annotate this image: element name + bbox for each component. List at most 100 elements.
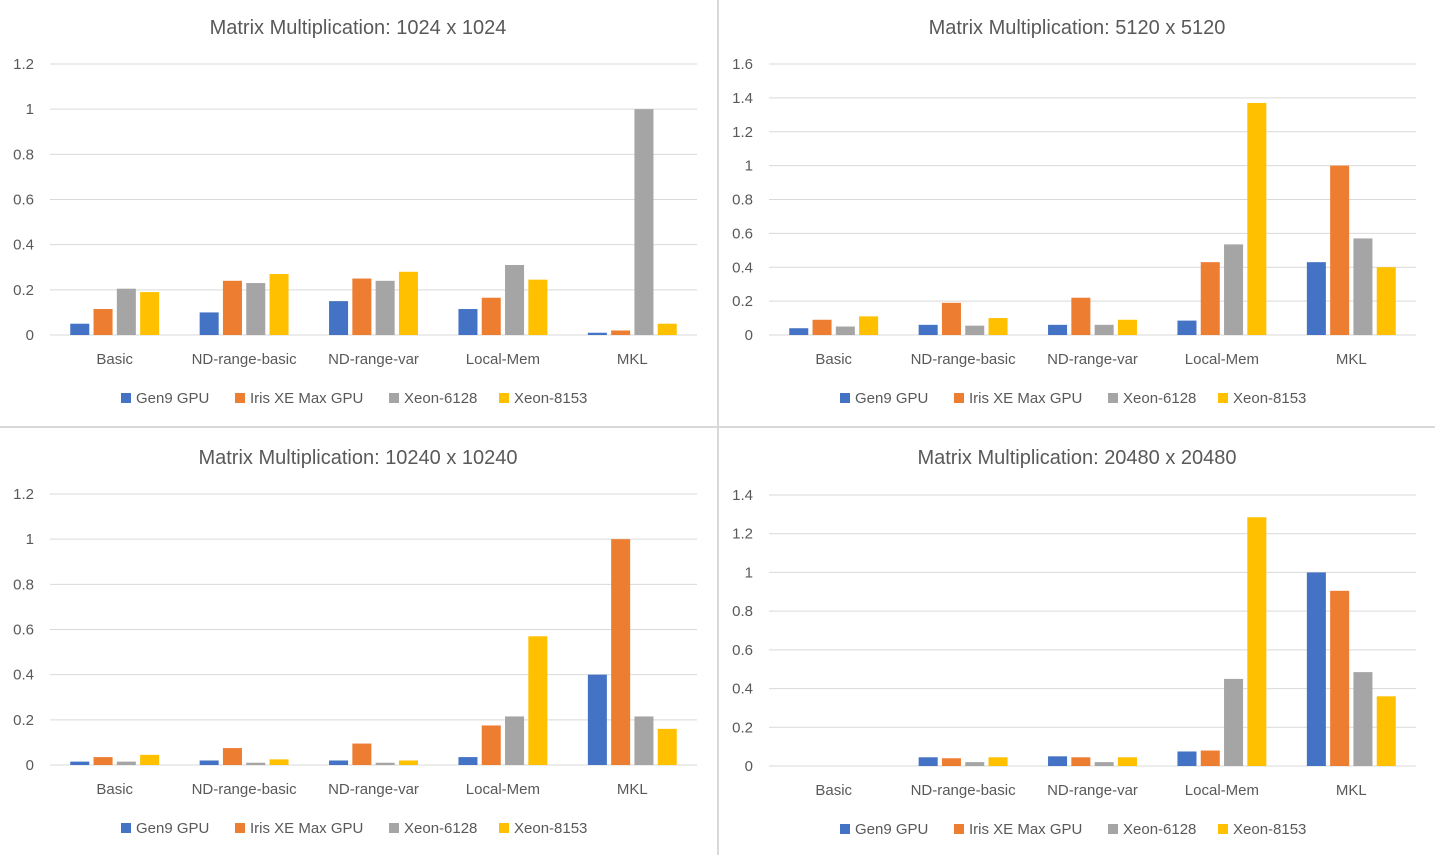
bar xyxy=(1048,324,1068,335)
bar xyxy=(1071,297,1091,335)
chart-panel-20480: Matrix Multiplication: 20480 x 20480 0 0.… xyxy=(719,428,1435,854)
bar xyxy=(199,312,219,335)
bar xyxy=(941,758,961,766)
bar xyxy=(789,328,809,335)
bar xyxy=(93,757,113,765)
bar xyxy=(458,757,478,765)
legend-swatch xyxy=(121,393,131,403)
bar xyxy=(199,760,219,765)
bar xyxy=(222,280,242,335)
bar xyxy=(1247,102,1267,335)
bar xyxy=(116,761,136,765)
y-tick-label: 0 xyxy=(26,327,34,344)
chart-svg: Matrix Multiplication: 20480 x 20480 0 0.… xyxy=(732,447,1416,838)
chart-panel-5120: Matrix Multiplication: 5120 x 5120 0 0.2 0… xyxy=(719,0,1435,426)
bar xyxy=(246,762,266,765)
legend-label: Gen9 GPU xyxy=(136,390,209,407)
legend-label: Xeon-6128 xyxy=(404,820,477,837)
x-tick-label: ND-range-var xyxy=(1047,782,1138,799)
bar xyxy=(352,743,372,765)
x-tick-label: ND-range-basic xyxy=(911,782,1017,799)
bar xyxy=(70,323,90,335)
x-tick-label: ND-range-var xyxy=(1047,351,1138,368)
y-tick-label: 0.2 xyxy=(732,293,753,310)
y-tick-label: 0.2 xyxy=(13,282,34,299)
y-tick-label: 0 xyxy=(745,327,753,344)
chart-panel-10240: Matrix Multiplication: 10240 x 10240 0 0.… xyxy=(0,428,716,854)
legend-swatch xyxy=(840,393,850,403)
x-tick-label: MKL xyxy=(617,351,648,368)
y-tick-label: 0.8 xyxy=(732,192,753,209)
bar xyxy=(587,332,607,335)
bar xyxy=(657,323,677,335)
legend-swatch xyxy=(389,393,399,403)
legend-label: Xeon-6128 xyxy=(404,390,477,407)
bar xyxy=(835,326,855,335)
bar xyxy=(1094,762,1114,766)
bar xyxy=(70,761,90,765)
bar xyxy=(1224,244,1244,335)
legend-label: Gen9 GPU xyxy=(855,821,928,838)
legend-swatch xyxy=(499,823,509,833)
bar xyxy=(246,283,266,335)
bar xyxy=(918,324,938,335)
y-tick-label: 1.6 xyxy=(732,56,753,73)
y-tick-label: 0.4 xyxy=(732,259,753,276)
y-tick-label: 0.6 xyxy=(13,192,34,209)
bar xyxy=(222,748,242,765)
chart-panel-1024: Matrix Multiplication: 1024 x 1024 0 0.2 0… xyxy=(0,0,716,426)
bar xyxy=(1247,517,1267,766)
x-tick-label: ND-range-basic xyxy=(192,781,298,798)
chart-svg: Matrix Multiplication: 1024 x 1024 0 0.2 0… xyxy=(13,17,697,407)
legend-swatch xyxy=(954,393,964,403)
x-tick-label: MKL xyxy=(1336,782,1367,799)
y-tick-label: 1.2 xyxy=(732,124,753,141)
legend-swatch xyxy=(499,393,509,403)
chart-title: Matrix Multiplication: 5120 x 5120 xyxy=(929,17,1226,39)
bar xyxy=(812,319,832,335)
y-tick-label: 0.8 xyxy=(732,603,753,620)
bar xyxy=(587,674,607,765)
y-tick-label: 1 xyxy=(745,158,753,175)
y-tick-label: 0 xyxy=(745,758,753,775)
bar xyxy=(116,288,136,335)
bar xyxy=(505,716,525,765)
x-tick-label: ND-range-var xyxy=(328,781,419,798)
bar xyxy=(269,274,289,335)
y-tick-label: 1.2 xyxy=(13,56,34,73)
legend-label: Xeon-8153 xyxy=(514,390,587,407)
bar xyxy=(965,325,985,335)
legend-label: Iris XE Max GPU xyxy=(969,821,1082,838)
legend-label: Iris XE Max GPU xyxy=(250,390,363,407)
bar xyxy=(634,716,654,765)
bar xyxy=(398,271,418,335)
legend-swatch xyxy=(1218,393,1228,403)
x-tick-label: Basic xyxy=(96,351,133,368)
y-tick-label: 1.4 xyxy=(732,90,753,107)
x-tick-label: Local-Mem xyxy=(466,351,540,368)
bar xyxy=(375,280,395,335)
legend-label: Xeon-8153 xyxy=(1233,821,1306,838)
chart-title: Matrix Multiplication: 20480 x 20480 xyxy=(917,447,1236,469)
x-tick-label: ND-range-basic xyxy=(192,351,298,368)
legend-swatch xyxy=(1108,824,1118,834)
bar xyxy=(528,279,548,335)
x-tick-label: Basic xyxy=(815,351,852,368)
chart-svg: Matrix Multiplication: 5120 x 5120 0 0.2 0… xyxy=(732,17,1416,407)
bar xyxy=(965,762,985,766)
legend-swatch xyxy=(1218,824,1228,834)
bar xyxy=(918,757,938,766)
bar xyxy=(1330,165,1350,335)
y-tick-label: 0.4 xyxy=(732,681,753,698)
bar xyxy=(375,762,395,765)
bar xyxy=(1200,750,1220,766)
bar xyxy=(1071,757,1091,766)
x-tick-label: MKL xyxy=(617,781,648,798)
bar xyxy=(1117,319,1137,335)
legend-swatch xyxy=(1108,393,1118,403)
bar xyxy=(505,264,525,335)
bar xyxy=(93,309,113,335)
y-tick-label: 1.2 xyxy=(13,486,34,503)
x-tick-label: Local-Mem xyxy=(466,781,540,798)
bar xyxy=(657,728,677,765)
